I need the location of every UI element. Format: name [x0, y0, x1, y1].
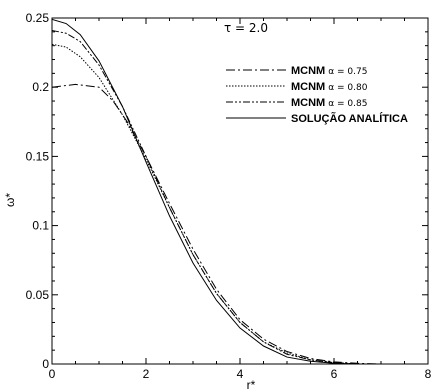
x-tick-label: 8	[425, 367, 432, 381]
chart-legend: MCNM α = 0.75 MCNM α = 0.80 MCNM α = 0.85 SOLU…	[226, 65, 408, 125]
x-axis-label: r*	[247, 378, 256, 391]
legend-label-1: MCNM α = 0.75	[291, 65, 367, 77]
x-tick-label: 4	[237, 367, 244, 381]
y-tick-label: 0.05	[26, 288, 50, 302]
y-tick-label: 0.15	[26, 149, 50, 163]
legend-label-4: SOLUÇÃO ANALÍTICA	[291, 112, 408, 125]
legend-label-2: MCNM α = 0.80	[291, 81, 368, 93]
chart-ticks: 0 2 4 6 8 0 0.05 0.1 0.15 0.2 0.25	[26, 11, 432, 381]
legend-label-3: MCNM α = 0.85	[291, 97, 367, 109]
y-tick-label: 0.1	[32, 219, 49, 233]
series-line-3	[52, 29, 381, 364]
y-tick-label: 0	[42, 357, 49, 371]
x-tick-label: 6	[331, 367, 338, 381]
y-tick-label: 0.25	[26, 11, 50, 25]
series-line-4	[52, 18, 381, 364]
y-tick-label: 0.2	[32, 80, 49, 94]
x-tick-label: 2	[143, 367, 150, 381]
series-line-1	[52, 83, 382, 364]
y-axis-label: ω*	[3, 193, 17, 207]
chart-series	[52, 18, 382, 364]
tau-annotation: τ = 2.0	[224, 21, 268, 35]
x-tick-label: 0	[49, 367, 56, 381]
